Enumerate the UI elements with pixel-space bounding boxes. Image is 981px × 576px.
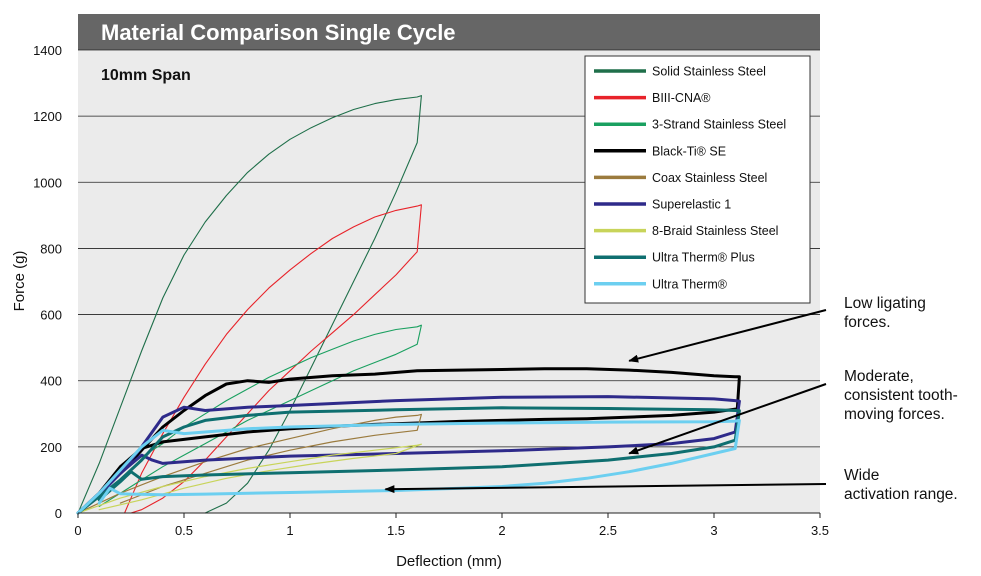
legend-label: Ultra Therm®: [652, 277, 728, 291]
y-tick-label: 800: [40, 241, 62, 256]
y-tick-label: 400: [40, 374, 62, 389]
annotation-text: moving forces.: [844, 406, 945, 423]
legend-label: BIII-CNA®: [652, 91, 711, 105]
title-band: [78, 14, 820, 50]
annotation-text: activation range.: [844, 486, 958, 503]
series-line-7: [77, 443, 422, 514]
y-tick-label: 1000: [33, 175, 62, 190]
x-tick-label: 2: [498, 523, 505, 538]
y-tick-label: 1200: [33, 109, 62, 124]
y-tick-label: 600: [40, 308, 62, 323]
annotation-arrow: [628, 383, 827, 455]
series-line-6: [76, 395, 741, 515]
annotation-text: Low ligating: [844, 295, 926, 312]
series-line-1: [77, 95, 422, 514]
annotation-text: consistent tooth-: [844, 387, 958, 404]
series-lines: [76, 95, 741, 515]
chart-subtitle: 10mm Span: [101, 67, 191, 84]
legend-label: 8-Braid Stainless Steel: [652, 224, 778, 238]
legend-label: Coax Stainless Steel: [652, 171, 767, 185]
annotation-arrow: [384, 483, 827, 494]
y-tick-label: 200: [40, 440, 62, 455]
y-tick-label: 0: [55, 506, 62, 521]
annotation-text: forces.: [844, 314, 891, 331]
x-tick-label: 0.5: [175, 523, 193, 538]
x-tick-label: 2.5: [599, 523, 617, 538]
x-tick-labels: 0 0.5 1 1.5 2 2.5 3 3.5: [74, 513, 829, 538]
legend: Solid Stainless Steel BIII-CNA® 3-Strand S…: [594, 65, 786, 291]
annotations: Low ligating forces. Moderate, consistent t…: [384, 295, 958, 503]
series-line-3: [77, 324, 422, 514]
chart-title: Material Comparison Single Cycle: [101, 20, 456, 45]
legend-label: Superelastic 1: [652, 198, 731, 212]
x-tick-label: 3: [710, 523, 717, 538]
y-tick-labels: 0 200 400 600 800 1000 1200 1400: [33, 43, 62, 521]
annotation-text: Wide: [844, 467, 879, 484]
legend-label: Black-Ti® SE: [652, 144, 726, 158]
x-tick-label: 1.5: [387, 523, 405, 538]
x-tick-label: 3.5: [811, 523, 829, 538]
x-tick-label: 0: [74, 523, 81, 538]
y-tick-label: 1400: [33, 43, 62, 58]
series-line-2: [124, 204, 422, 514]
legend-label: 3-Strand Stainless Steel: [652, 118, 786, 132]
legend-label: Solid Stainless Steel: [652, 65, 766, 79]
annotation-arrow: [628, 309, 827, 363]
legend-label: Ultra Therm® Plus: [652, 251, 755, 265]
x-axis-title: Deflection (mm): [396, 553, 502, 570]
x-tick-label: 1: [286, 523, 293, 538]
series-line-9: [76, 418, 741, 515]
series-line-5: [77, 413, 422, 514]
annotation-text: Moderate,: [844, 368, 914, 385]
y-axis-title: Force (g): [11, 251, 28, 312]
